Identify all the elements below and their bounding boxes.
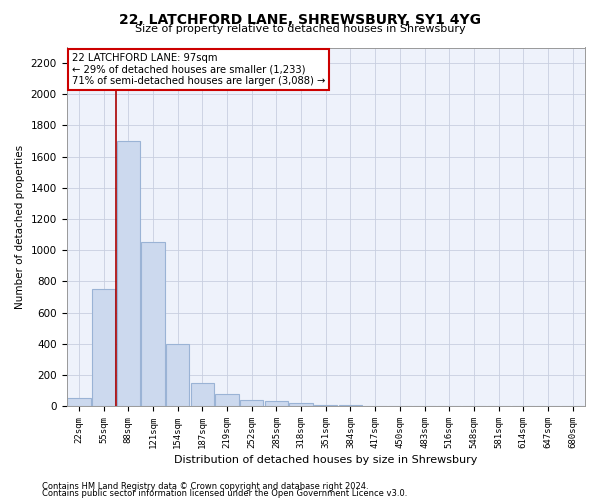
Bar — [289, 403, 313, 406]
Text: Size of property relative to detached houses in Shrewsbury: Size of property relative to detached ho… — [134, 24, 466, 34]
X-axis label: Distribution of detached houses by size in Shrewsbury: Distribution of detached houses by size … — [174, 455, 478, 465]
Bar — [166, 344, 190, 406]
Bar — [314, 404, 337, 406]
Y-axis label: Number of detached properties: Number of detached properties — [15, 144, 25, 309]
Text: Contains public sector information licensed under the Open Government Licence v3: Contains public sector information licen… — [42, 490, 407, 498]
Bar — [265, 402, 288, 406]
Text: 22 LATCHFORD LANE: 97sqm
← 29% of detached houses are smaller (1,233)
71% of sem: 22 LATCHFORD LANE: 97sqm ← 29% of detach… — [72, 53, 325, 86]
Bar — [240, 400, 263, 406]
Text: 22, LATCHFORD LANE, SHREWSBURY, SY1 4YG: 22, LATCHFORD LANE, SHREWSBURY, SY1 4YG — [119, 12, 481, 26]
Bar — [92, 289, 115, 406]
Bar — [141, 242, 164, 406]
Bar — [67, 398, 91, 406]
Text: Contains HM Land Registry data © Crown copyright and database right 2024.: Contains HM Land Registry data © Crown c… — [42, 482, 368, 491]
Bar — [191, 382, 214, 406]
Bar — [215, 394, 239, 406]
Bar — [116, 141, 140, 406]
